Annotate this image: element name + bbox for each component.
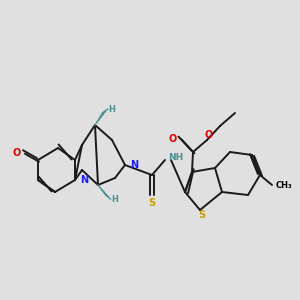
Text: S: S xyxy=(148,198,156,208)
Text: O: O xyxy=(205,130,213,140)
Text: NH: NH xyxy=(168,154,183,163)
Text: O: O xyxy=(13,148,21,158)
Text: N: N xyxy=(80,175,88,185)
Text: O: O xyxy=(169,134,177,144)
Text: S: S xyxy=(198,210,206,220)
Text: H: H xyxy=(112,196,118,205)
Text: H: H xyxy=(109,104,116,113)
Text: CH₃: CH₃ xyxy=(276,182,292,190)
Text: N: N xyxy=(130,160,138,170)
